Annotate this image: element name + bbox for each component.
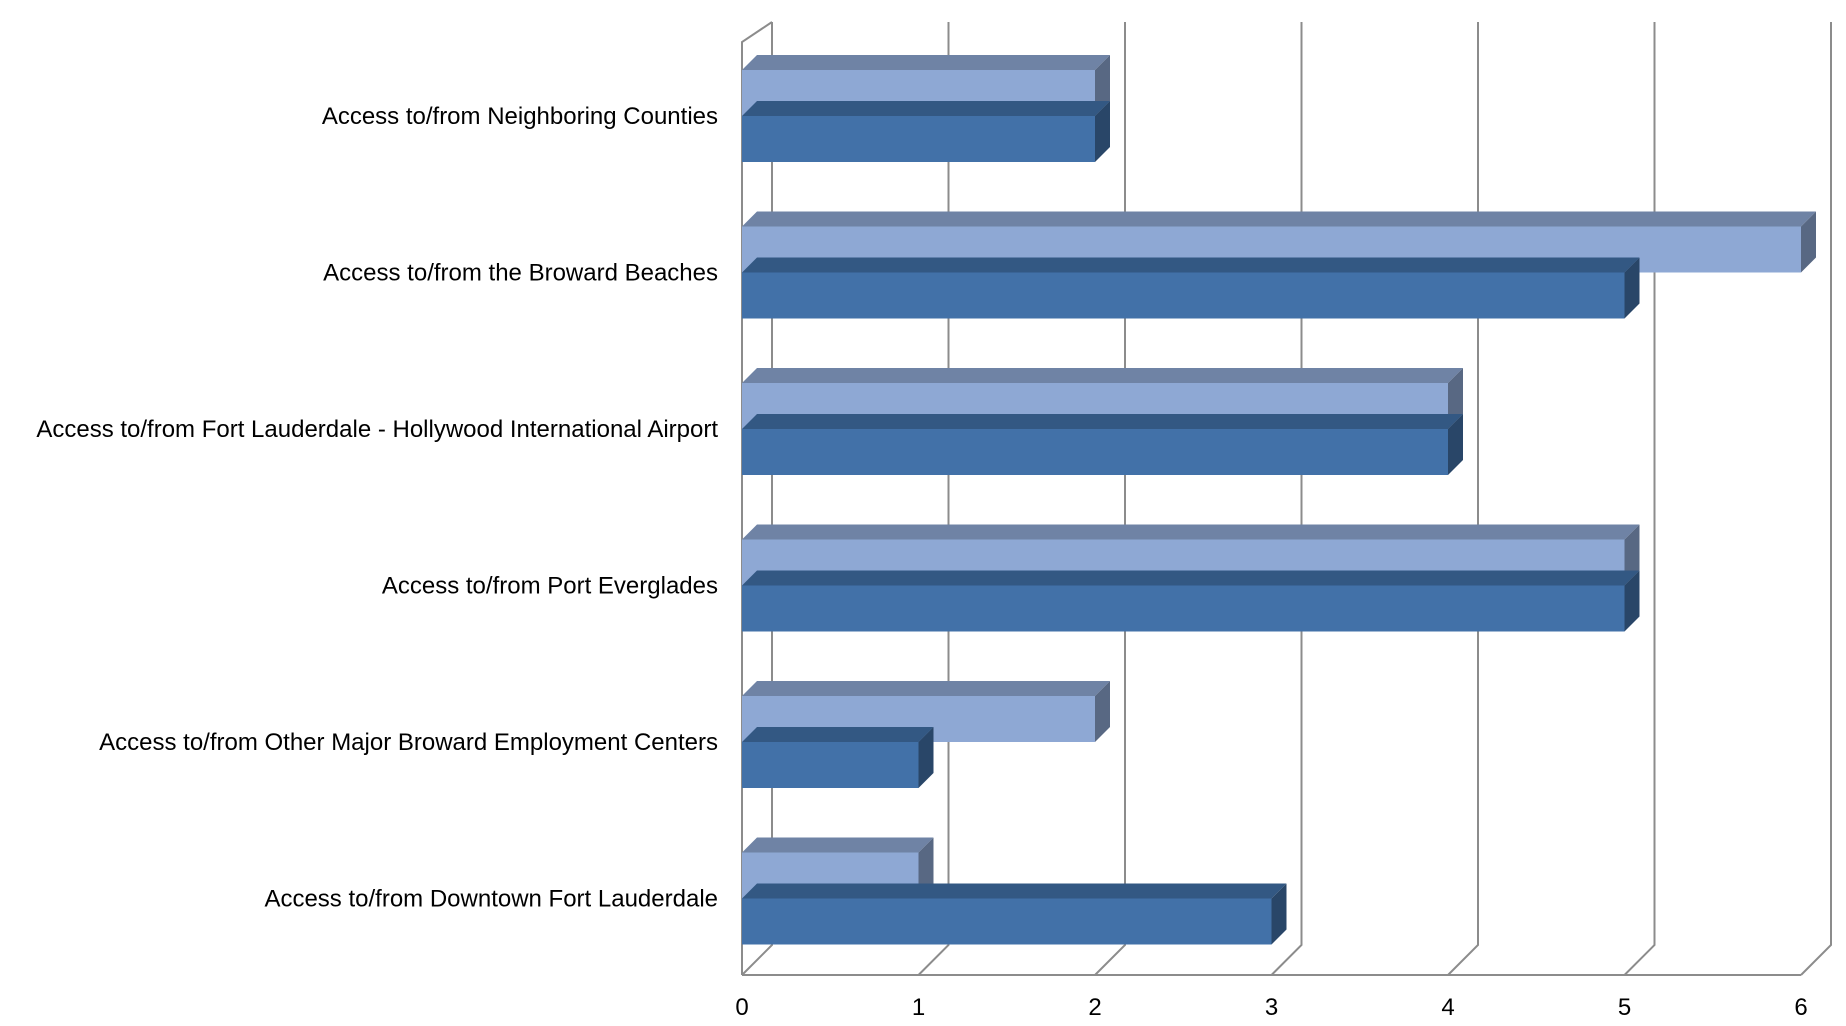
category-label-1: Access to/from the Broward Beaches xyxy=(323,260,718,287)
x-tick-label-0: 0 xyxy=(735,994,748,1021)
bar-s2-5-front xyxy=(742,898,1272,945)
bar-s2-2 xyxy=(742,414,1463,475)
bar-s1-1-side xyxy=(1801,211,1816,273)
bar-s1-5-side xyxy=(918,837,934,899)
bar-s2-4 xyxy=(742,727,934,788)
bar-s1-0-top xyxy=(742,55,1110,70)
bar-s2-1 xyxy=(742,257,1640,319)
bar-s2-3-side xyxy=(1624,570,1640,632)
gridlines xyxy=(741,21,1832,976)
category-label-4: Access to/from Other Major Broward Emplo… xyxy=(99,729,718,756)
gridline-5 xyxy=(1623,22,1656,976)
category-label-2: Access to/from Fort Lauderdale - Hollywo… xyxy=(36,416,718,443)
gridline-3 xyxy=(1270,22,1303,976)
category-label-5: Access to/from Downtown Fort Lauderdale xyxy=(264,886,718,913)
gridline-2 xyxy=(1094,22,1126,976)
bar-s1-2-side xyxy=(1448,368,1463,429)
bar-s2-0 xyxy=(742,101,1110,162)
bar-s1-4-top xyxy=(742,681,1110,696)
bar-s2-1-front xyxy=(742,272,1625,319)
bar-s2-2-top xyxy=(742,414,1463,429)
x-tick-labels: 0 1 2 3 4 5 6 xyxy=(735,994,1807,1021)
bar-s2-4-top xyxy=(742,727,934,742)
bar-s2-2-front xyxy=(742,429,1448,475)
bars xyxy=(742,55,1816,945)
bar-s2-1-top xyxy=(742,257,1640,273)
bar-s2-2-side xyxy=(1448,414,1463,475)
bar-s2-3-top xyxy=(742,570,1640,586)
gridline-4 xyxy=(1447,22,1479,976)
bar-s2-5 xyxy=(742,883,1287,945)
bar-s1-0-side xyxy=(1095,55,1110,116)
bar-s2-3 xyxy=(742,570,1640,632)
gridline-0 xyxy=(741,22,773,976)
bar-s2-0-front xyxy=(742,116,1095,162)
bar-s1-2-top xyxy=(742,368,1463,383)
x-tick-label-2: 2 xyxy=(1088,994,1101,1021)
bar-s2-3-front xyxy=(742,585,1625,632)
x-tick-label-4: 4 xyxy=(1441,994,1454,1021)
gridline-1 xyxy=(917,22,950,976)
bar-s2-4-side xyxy=(918,727,934,788)
category-label-0: Access to/from Neighboring Counties xyxy=(322,103,718,130)
x-tick-label-5: 5 xyxy=(1618,994,1631,1021)
category-label-3: Access to/from Port Everglades xyxy=(382,573,718,600)
x-tick-label-3: 3 xyxy=(1265,994,1278,1021)
bar-s2-0-top xyxy=(742,101,1110,116)
y-axis-line xyxy=(741,21,773,975)
bar-s2-5-top xyxy=(742,883,1287,899)
bar-s2-5-side xyxy=(1271,883,1287,945)
bar-s1-4-side xyxy=(1095,681,1110,742)
bar-s2-1-side xyxy=(1624,257,1640,319)
bar-s1-3-side xyxy=(1624,524,1640,586)
x-tick-label-6: 6 xyxy=(1794,994,1807,1021)
bar-s2-0-side xyxy=(1095,101,1110,162)
bar-s1-1-top xyxy=(742,211,1816,227)
bar-s1-5-top xyxy=(742,837,934,853)
bar-s1-3-top xyxy=(742,524,1640,540)
x-tick-label-1: 1 xyxy=(912,994,925,1021)
gridline-6 xyxy=(1800,22,1832,976)
category-labels: Access to/from Neighboring Counties Acces… xyxy=(36,103,718,913)
bar-s2-4-front xyxy=(742,742,919,788)
